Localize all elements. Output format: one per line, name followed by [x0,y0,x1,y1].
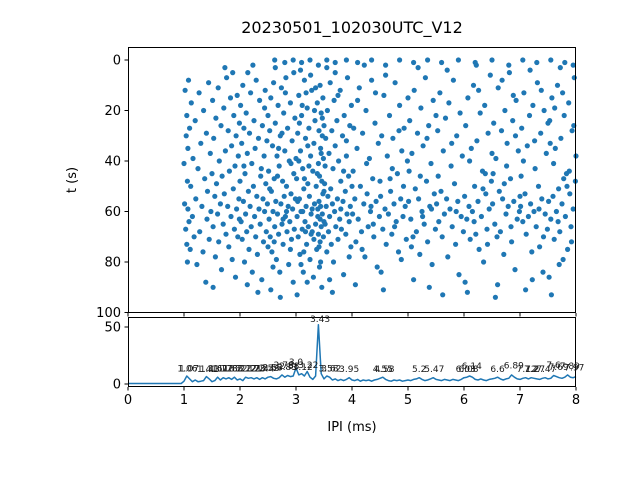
peak-label: 7.89 [560,362,580,372]
peak-label: 3.12 [293,363,313,373]
peak-label: 2.12 [237,365,257,375]
ipi-tick-label: 8 [572,393,580,408]
ipi-tick-label: 1 [180,393,188,408]
peak-label: 2.21 [242,365,262,375]
t-tick-label: 100 [96,306,121,321]
t-tick-label: 0 [113,54,121,69]
ipi-axis-label: IPI (ms) [327,420,377,435]
ipi-tick-label: 0 [124,393,132,408]
peak-label: 4.55 [373,365,393,375]
peak-label: 1.78 [218,365,238,375]
ipi-axis-ticks: 0 1 2 3 4 5 6 7 8 [124,387,580,408]
ipi-tick-label: 5 [404,393,412,408]
t-tick-label: 40 [104,155,121,170]
peak-label: 3.62 [321,365,341,375]
ipi-tick-label: 2 [236,393,244,408]
ipi-tick-label: 3 [292,393,300,408]
peak-label: 1.88 [223,365,243,375]
peak-label: 1.61 [208,365,228,375]
peak-label: 1.83 [220,365,240,375]
t-tick-label: 80 [104,256,121,271]
peak-annotations: 1.061.071.411.431.611.721.781.831.882.12… [177,315,584,375]
peak-label: 4.58 [374,365,394,375]
peak-label: 3.95 [339,365,359,375]
histogram-frame [128,317,576,387]
count-tick-label: 50 [104,321,121,336]
peak-label: 3.0 [289,358,304,368]
peak-label: 2.88 [279,362,299,372]
t-axis-ticks: 0 20 40 60 80 100 [96,54,128,321]
scatter-plot: 0 20 40 60 80 100 [96,47,579,321]
peak-label: 1.06 [177,365,197,375]
ipi-histogram: 0 50 0 1 2 3 4 5 6 7 8 1.061.071.411.431.611.721.78… [104,315,584,408]
peak-label: 2.44 [255,365,275,375]
peak-label: 2.83 [277,363,297,373]
t-axis-label: t (s) [65,166,80,194]
peak-label: 6.89 [504,362,524,372]
scatter-frame [128,47,576,313]
peak-label: 1.72 [213,365,233,375]
figure-title: 20230501_102030UTC_V12 [241,18,463,37]
t-tick-label: 20 [104,104,121,119]
peak-label: 6.03 [456,365,476,375]
ipi-tick-label: 7 [516,393,524,408]
peak-label: 2.17 [239,365,259,375]
peak-label: 3.22 [298,361,318,371]
peak-label: 7.47 [536,365,556,375]
peak-label: 1.07 [179,365,199,375]
ipi-count-line [128,323,577,385]
peak-label: 3.58 [318,365,338,375]
scatter-points [181,57,579,300]
peak-label: 2.58 [262,363,282,373]
count-axis-ticks: 0 50 [104,321,128,393]
peak-label: 1.41 [197,365,217,375]
peak-label: 7.2 [524,365,538,375]
peak-label: 7.6 [546,361,561,371]
peak-label: 6.6 [490,365,505,375]
ipi-tick-label: 6 [460,393,468,408]
peak-label: 7.69 [549,363,569,373]
peak-label: 7.27 [525,365,545,375]
count-tick-label: 0 [113,378,121,393]
scatter-x-ticks [127,313,577,317]
peak-label: 7.97 [564,363,584,373]
t-tick-label: 60 [104,205,121,220]
peak-label: 5.2 [412,365,426,375]
peak-label: 5.47 [424,365,444,375]
peak-label: 7.12 [517,365,537,375]
ipi-tick-label: 4 [348,393,356,408]
peak-label: 2.78 [274,361,294,371]
peak-label: 2.28 [246,365,266,375]
peak-label: 6.08 [458,365,478,375]
peak-label: 6.14 [462,362,482,372]
peak-label: 3.43 [310,315,330,325]
peak-label: 1.43 [200,365,220,375]
peak-label: 2.52 [259,364,279,374]
